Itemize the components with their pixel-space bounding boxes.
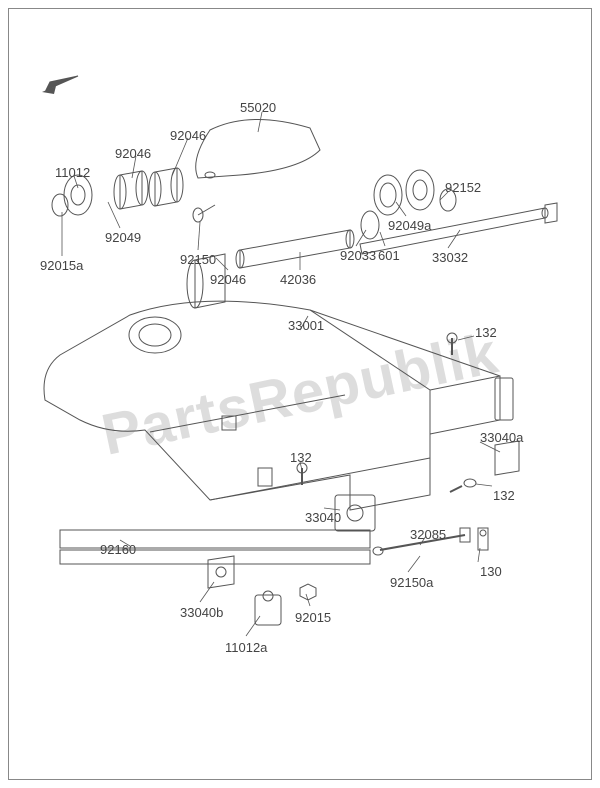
label-92049: 92049: [105, 230, 141, 245]
label-55020: 55020: [240, 100, 276, 115]
label-92152: 92152: [445, 180, 481, 195]
diagram-frame: [8, 8, 592, 780]
label-601: 601: [378, 248, 400, 263]
label-33032: 33032: [432, 250, 468, 265]
label-132: 132: [290, 450, 312, 465]
label-92015a: 92015a: [40, 258, 83, 273]
label-11012a: 11012a: [225, 640, 267, 655]
label-92160: 92160: [100, 542, 136, 557]
label-92150a: 92150a: [390, 575, 433, 590]
label-92046: 92046: [115, 146, 151, 161]
label-92033: 92033: [340, 248, 376, 263]
label-130: 130: [480, 564, 502, 579]
label-33040a: 33040a: [480, 430, 523, 445]
label-32085: 32085: [410, 527, 446, 542]
label-33040b: 33040b: [180, 605, 223, 620]
label-92046: 92046: [170, 128, 206, 143]
label-42036: 42036: [280, 272, 316, 287]
label-33040: 33040: [305, 510, 341, 525]
label-92015: 92015: [295, 610, 331, 625]
label-11012: 11012: [55, 165, 90, 180]
label-33001: 33001: [288, 318, 324, 333]
label-92046: 92046: [210, 272, 246, 287]
label-132: 132: [493, 488, 515, 503]
label-132: 132: [475, 325, 497, 340]
label-92150: 92150: [180, 252, 216, 267]
direction-arrow-icon: [40, 72, 80, 96]
label-92049a: 92049a: [388, 218, 431, 233]
